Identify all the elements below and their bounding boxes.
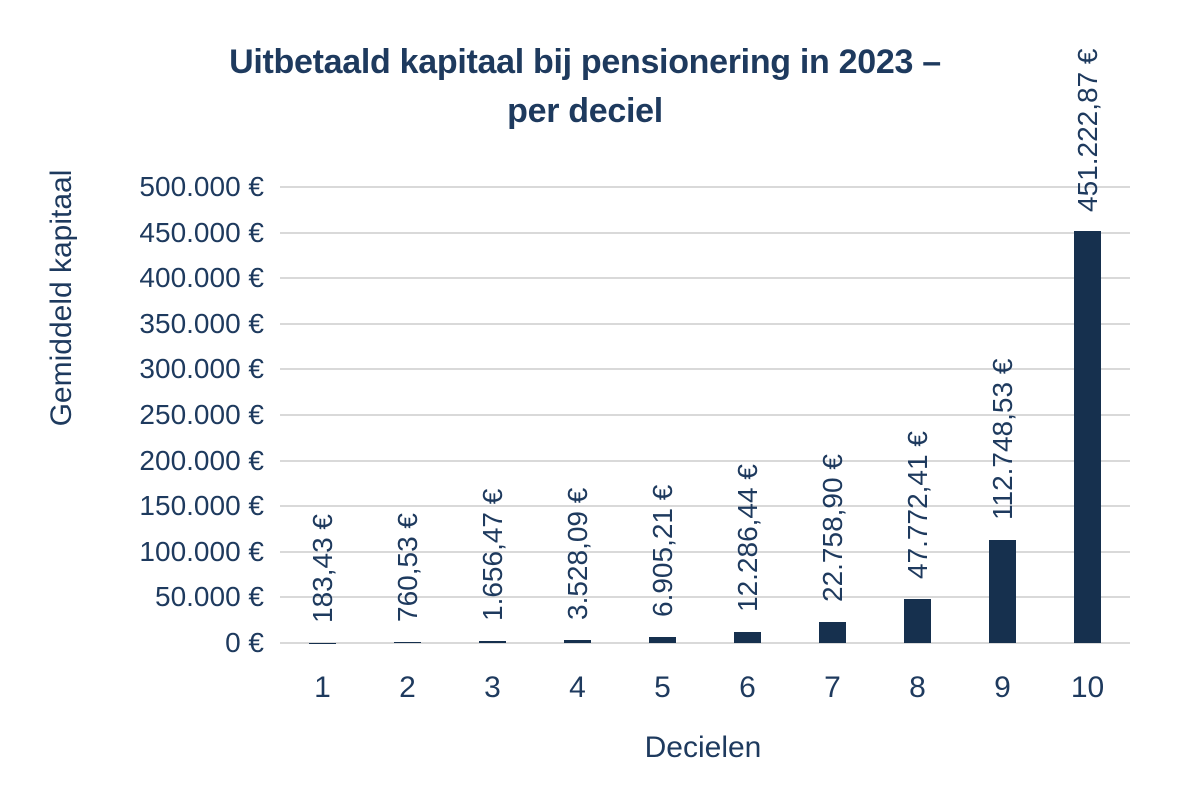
- x-axis-title: Decielen: [644, 731, 762, 764]
- y-tick-label: 150.000 €: [139, 490, 264, 522]
- gridline: [280, 596, 1130, 599]
- x-tick-label: 10: [1070, 671, 1105, 704]
- y-tick-label: 400.000 €: [139, 262, 264, 294]
- bar: [904, 599, 931, 643]
- gridline: [280, 459, 1130, 462]
- y-tick-label: 350.000 €: [139, 307, 264, 339]
- bar: [734, 631, 761, 643]
- x-tick-label: 3: [484, 671, 501, 704]
- gridline: [280, 642, 1130, 644]
- y-tick-label: 0 €: [225, 627, 264, 658]
- gridline: [280, 368, 1130, 371]
- x-tick-label: 6: [739, 671, 756, 704]
- chart-title-line-1: Uitbetaald kapitaal bij pensionering in …: [229, 43, 941, 81]
- x-tick-label: 1: [314, 671, 331, 704]
- bar-value-label: 760,53 €: [391, 513, 423, 623]
- x-tick-label: 5: [654, 671, 671, 704]
- bar-value-label: 183,43 €: [306, 513, 338, 623]
- bar-value-label: 1.656,47 €: [476, 489, 508, 622]
- y-tick-label: 250.000 €: [139, 399, 264, 430]
- gridline: [280, 277, 1130, 280]
- y-tick-label: 200.000 €: [139, 444, 264, 476]
- bar: [479, 641, 506, 643]
- gridline: [280, 550, 1130, 553]
- gridline: [280, 231, 1130, 234]
- bar-value-label: 112.748,53 €: [986, 358, 1018, 521]
- y-tick-label: 100.000 €: [139, 535, 264, 567]
- x-tick-label: 8: [909, 671, 926, 704]
- bar-value-label: 3.528,09 €: [561, 487, 593, 620]
- bar-value-label: 47.772,41 €: [901, 431, 933, 580]
- bar-value-label: 451.222,87 €: [1071, 48, 1103, 212]
- x-tick-label: 4: [569, 671, 586, 704]
- chart-title-line-2: per deciel: [507, 92, 663, 130]
- bar: [394, 642, 421, 643]
- y-tick-label: 300.000 €: [139, 353, 264, 385]
- plot-area: 183,43 € 760,53 € 1.656,47 € 3.528,09 € 6.90…: [280, 48, 1130, 644]
- bar: [1074, 231, 1101, 643]
- gridline: [280, 322, 1130, 325]
- x-tick-label: 2: [399, 671, 416, 704]
- y-tick-label: 500.000 €: [139, 171, 264, 202]
- gridline: [280, 414, 1130, 416]
- chart-title: Uitbetaald kapitaal bij pensionering in …: [0, 38, 1170, 136]
- x-tick-label: 7: [824, 671, 841, 704]
- bar: [989, 540, 1016, 643]
- bar-value-label: 6.905,21 €: [646, 484, 678, 617]
- bar-value-label: 22.758,90 €: [816, 454, 848, 603]
- bar-value-label: 12.286,44 €: [731, 463, 763, 612]
- bar: [819, 622, 846, 643]
- y-tick-label: 50.000 €: [155, 581, 264, 613]
- y-axis-title: Gemiddeld kapitaal: [45, 169, 78, 427]
- bar: [564, 639, 591, 643]
- gridline: [280, 505, 1130, 508]
- gridline: [280, 186, 1130, 188]
- bar: [649, 636, 676, 643]
- x-tick-label: 9: [994, 671, 1011, 704]
- y-tick-label: 450.000 €: [139, 216, 264, 248]
